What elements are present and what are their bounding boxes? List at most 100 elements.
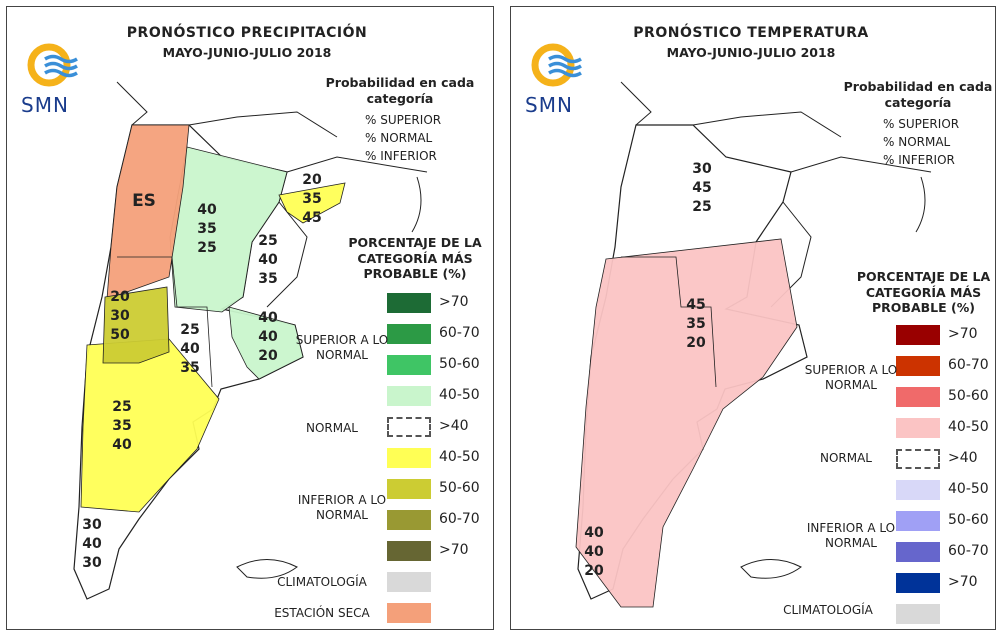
legend-group: ESTACIÓN SECA — [274, 606, 370, 620]
legend-label: 40-50 — [948, 419, 989, 435]
map — [27, 43, 428, 600]
legend-label: >70 — [439, 294, 469, 310]
region-probability: 40 — [82, 536, 102, 552]
legend-label: 40-50 — [948, 481, 989, 497]
category-order: % INFERIOR — [883, 153, 955, 167]
forecast-area — [228, 306, 304, 380]
region-probability: 35 — [258, 271, 278, 287]
logo-waves — [548, 54, 582, 78]
region-probability: 40 — [197, 202, 217, 218]
legend-swatch — [387, 293, 431, 313]
legend-label: 60-70 — [439, 325, 480, 341]
category-order: % SUPERIOR — [365, 113, 442, 127]
legend-swatch — [387, 603, 431, 623]
legend-swatch — [387, 448, 431, 468]
region-probability: 35 — [197, 221, 217, 237]
region-probability: 25 — [692, 199, 712, 215]
logo-ring — [27, 43, 71, 87]
scale-title: PORCENTAJE DE LA CATEGORÍA MÁS PROBABLE … — [348, 235, 482, 282]
coast — [740, 176, 926, 579]
region-probability: 30 — [692, 161, 712, 177]
region-probability: 40 — [180, 341, 200, 357]
temperature-panel: SMN PRONÓSTICO TEMPERATURA MAYO-JUNIO-JULI… — [510, 6, 996, 630]
region-probability: 40 — [112, 437, 132, 453]
province-border — [621, 256, 717, 388]
legend-swatch — [387, 355, 431, 375]
region-probability: 30 — [82, 517, 102, 533]
region-probability: 25 — [258, 233, 278, 249]
legend-swatch — [896, 387, 940, 407]
legend-swatch — [387, 386, 431, 406]
forecast-area — [80, 338, 220, 513]
region-probability: 45 — [692, 180, 712, 196]
forecast-area — [102, 286, 170, 364]
region-probability: 45 — [302, 210, 322, 226]
legend-label: 40-50 — [439, 449, 480, 465]
legend-swatch — [387, 572, 431, 592]
panel-period: MAYO-JUNIO-JULIO 2018 — [162, 45, 332, 60]
legend-swatch — [896, 573, 940, 593]
legend-swatch — [387, 479, 431, 499]
region-probability: 30 — [82, 555, 102, 571]
legend-label: 60-70 — [948, 543, 989, 559]
panel-title: PRONÓSTICO PRECIPITACIÓN — [126, 25, 368, 41]
legend-label: 40-50 — [439, 387, 480, 403]
province-border — [117, 256, 213, 388]
legend-swatch — [896, 511, 940, 531]
logo-ring — [531, 43, 575, 87]
panel-title: PRONÓSTICO TEMPERATURA — [633, 25, 869, 41]
legend-swatch — [896, 604, 940, 624]
legend-group: NORMAL — [819, 451, 872, 465]
neighbour-border — [620, 81, 932, 308]
legend-swatch — [387, 324, 431, 344]
region-probability: 20 — [584, 563, 604, 579]
category-order: % SUPERIOR — [883, 117, 960, 131]
map — [531, 43, 932, 608]
legend-heading: Probabilidad en cada categoría — [325, 75, 475, 106]
category-order: % NORMAL — [365, 131, 433, 145]
legend-group: SUPERIOR A LO NORMAL — [295, 333, 389, 362]
legend-label: >70 — [948, 326, 978, 342]
category-order: % INFERIOR — [365, 149, 437, 163]
legend-label: 50-60 — [948, 512, 989, 528]
logo-waves — [44, 54, 78, 78]
logo-text: SMN — [525, 93, 573, 117]
coast — [236, 176, 422, 579]
region-probability: 40 — [258, 252, 278, 268]
forecast-area — [278, 182, 346, 224]
region-probability: 40 — [584, 525, 604, 541]
legend-swatch — [387, 510, 431, 530]
region-probability: 25 — [112, 399, 132, 415]
region-probability: 20 — [258, 348, 278, 364]
region-probability: 20 — [686, 335, 706, 351]
legend-swatch — [896, 418, 940, 438]
region-probability: 40 — [258, 310, 278, 326]
region-probability: 45 — [686, 297, 706, 313]
legend-group: NORMAL — [305, 421, 358, 435]
region-probability: 25 — [197, 240, 217, 256]
legend-group: INFERIOR A LO NORMAL — [806, 521, 896, 550]
legend-swatch — [896, 542, 940, 562]
region-probability: 20 — [110, 289, 130, 305]
region-probability: 50 — [110, 327, 130, 343]
legend-swatch — [896, 325, 940, 345]
neighbour-border — [116, 81, 428, 308]
dry-label: ES — [132, 191, 156, 211]
logo-text: SMN — [21, 93, 69, 117]
legend-label: >40 — [948, 450, 978, 466]
legend-label: 60-70 — [439, 511, 480, 527]
legend-group: SUPERIOR A LO NORMAL — [804, 363, 898, 392]
legend-label: 50-60 — [439, 480, 480, 496]
region-probability: 35 — [112, 418, 132, 434]
forecast-area — [106, 124, 190, 300]
region-probability: 30 — [110, 308, 130, 324]
legend-swatch — [896, 356, 940, 376]
precipitation-panel: SMN PRONÓSTICO PRECIPITACIÓN MAYO-JUNIO-JU… — [6, 6, 494, 630]
legend-swatch — [387, 417, 431, 437]
legend-label: 60-70 — [948, 357, 989, 373]
panel-period: MAYO-JUNIO-JULIO 2018 — [666, 45, 836, 60]
legend-label: >40 — [439, 418, 469, 434]
legend-swatch — [896, 480, 940, 500]
legend-group: CLIMATOLOGÍA — [783, 603, 873, 617]
